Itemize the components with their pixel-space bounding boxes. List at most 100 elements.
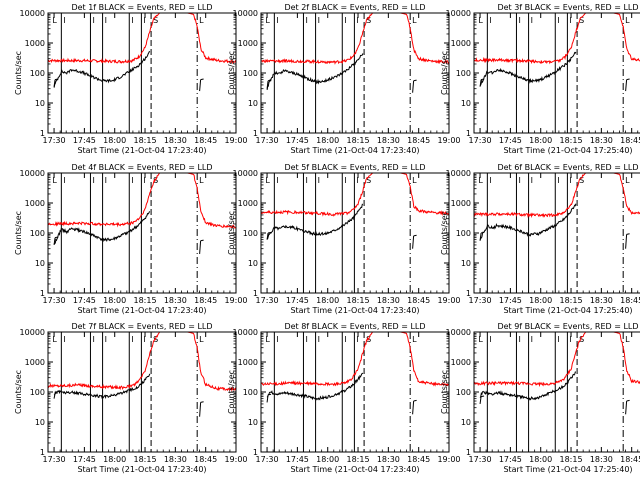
x-tick-label: 17:45	[499, 296, 522, 305]
time-marker-label: S	[366, 176, 371, 185]
y-tick-label: 10	[35, 99, 45, 108]
y-tick-label: 1000	[238, 199, 258, 208]
plot-frame	[47, 331, 237, 453]
time-marker-label: I	[489, 176, 491, 185]
events-series-line	[53, 211, 151, 245]
x-tick-label: 17:45	[286, 455, 309, 464]
event-spike	[412, 235, 415, 249]
plot-frame	[473, 172, 640, 294]
y-axis-label: Counts/sec	[14, 211, 23, 255]
y-tick-label: 10000	[233, 9, 258, 18]
time-marker-label: L	[478, 176, 483, 185]
event-spike	[479, 79, 482, 87]
x-tick-label: 18:00	[103, 455, 126, 464]
panel-title: Det 4f BLACK = Events, RED = LLD	[71, 163, 212, 172]
y-tick-label: 10000	[20, 328, 45, 337]
time-marker-label: I	[569, 176, 571, 185]
event-spike	[199, 240, 202, 255]
lld-series-line	[48, 332, 236, 392]
time-marker-label: L	[265, 176, 270, 185]
time-marker-label: I	[131, 335, 133, 344]
x-tick-label: 19:00	[437, 136, 460, 145]
lld-series-line	[48, 173, 236, 229]
time-marker-label: I	[131, 16, 133, 25]
x-tick-label: 18:00	[529, 455, 552, 464]
event-spike	[626, 78, 630, 81]
time-marker-label: I	[105, 335, 107, 344]
time-marker-label: I	[143, 16, 145, 25]
time-marker-label: L	[265, 335, 270, 344]
event-spike	[267, 231, 272, 234]
plot-frame	[47, 172, 237, 294]
event-spike	[480, 395, 485, 398]
time-marker-label: S	[579, 335, 584, 344]
time-marker-label: I	[518, 176, 520, 185]
x-tick-label: 18:00	[316, 296, 339, 305]
time-marker-label: I	[63, 16, 65, 25]
panel-title: Det 6f BLACK = Events, RED = LLD	[497, 163, 638, 172]
event-spike	[53, 393, 56, 399]
time-marker-label: I	[276, 176, 278, 185]
x-tick-label: 17:30	[43, 296, 66, 305]
event-spike	[54, 236, 59, 239]
x-tick-label: 18:30	[590, 296, 613, 305]
time-marker-label: I	[92, 176, 94, 185]
event-spike	[626, 399, 630, 402]
time-marker-label: S	[579, 16, 584, 25]
time-marker-label: I	[305, 176, 307, 185]
x-tick-label: 18:15	[560, 296, 583, 305]
x-tick-label: 17:30	[469, 296, 492, 305]
x-tick-label: 17:30	[256, 455, 279, 464]
x-tick-label: 18:30	[164, 296, 187, 305]
events-series-line	[266, 372, 364, 401]
event-spike	[412, 400, 415, 415]
x-tick-label: 18:15	[134, 136, 157, 145]
y-tick-label: 10000	[20, 9, 45, 18]
time-marker-label: I	[557, 335, 559, 344]
event-spike	[413, 399, 417, 402]
x-tick-label: 18:45	[620, 136, 640, 145]
time-marker-label: L	[199, 176, 204, 185]
event-spike	[479, 396, 482, 405]
time-marker-label: I	[557, 16, 559, 25]
y-tick-label: 10	[461, 99, 471, 108]
event-spike	[53, 79, 56, 87]
time-marker-label: L	[625, 16, 630, 25]
detector-panel: Det 6f BLACK = Events, RED = LLD Counts/s…	[440, 163, 640, 315]
time-marker-label: I	[356, 16, 358, 25]
y-axis-label: Counts/sec	[440, 370, 449, 414]
time-marker-label: I	[489, 16, 491, 25]
time-marker-label: I	[518, 335, 520, 344]
y-tick-label: 10	[35, 259, 45, 268]
time-marker-label: L	[412, 176, 417, 185]
y-tick-label: 100	[30, 229, 45, 238]
y-tick-label: 1000	[451, 39, 471, 48]
time-marker-label: I	[63, 335, 65, 344]
x-axis-label: Start Time (21-Oct-04 17:23:40)	[290, 146, 419, 155]
y-tick-label: 10	[248, 418, 258, 427]
y-axis-label: Counts/sec	[14, 51, 23, 95]
event-spike	[480, 231, 485, 234]
time-marker-label: S	[366, 16, 371, 25]
time-marker-label: I	[318, 16, 320, 25]
x-tick-label: 17:45	[286, 296, 309, 305]
time-marker-label: S	[153, 176, 158, 185]
y-tick-label: 100	[456, 388, 471, 397]
panel-title: Det 3f BLACK = Events, RED = LLD	[497, 3, 638, 12]
y-tick-label: 10	[35, 418, 45, 427]
x-tick-label: 18:30	[590, 455, 613, 464]
time-marker-label: I	[92, 335, 94, 344]
events-series-line	[53, 50, 151, 88]
event-spike	[267, 79, 272, 82]
x-tick-label: 17:45	[499, 136, 522, 145]
x-tick-label: 18:00	[103, 136, 126, 145]
time-marker-label: I	[92, 16, 94, 25]
time-marker-label: I	[105, 176, 107, 185]
y-tick-label: 100	[243, 69, 258, 78]
event-spike	[200, 401, 204, 403]
x-tick-label: 17:30	[43, 136, 66, 145]
time-marker-label: I	[569, 335, 571, 344]
detector-panel: Det 3f BLACK = Events, RED = LLD Counts/s…	[440, 3, 640, 155]
event-spike	[54, 78, 59, 81]
